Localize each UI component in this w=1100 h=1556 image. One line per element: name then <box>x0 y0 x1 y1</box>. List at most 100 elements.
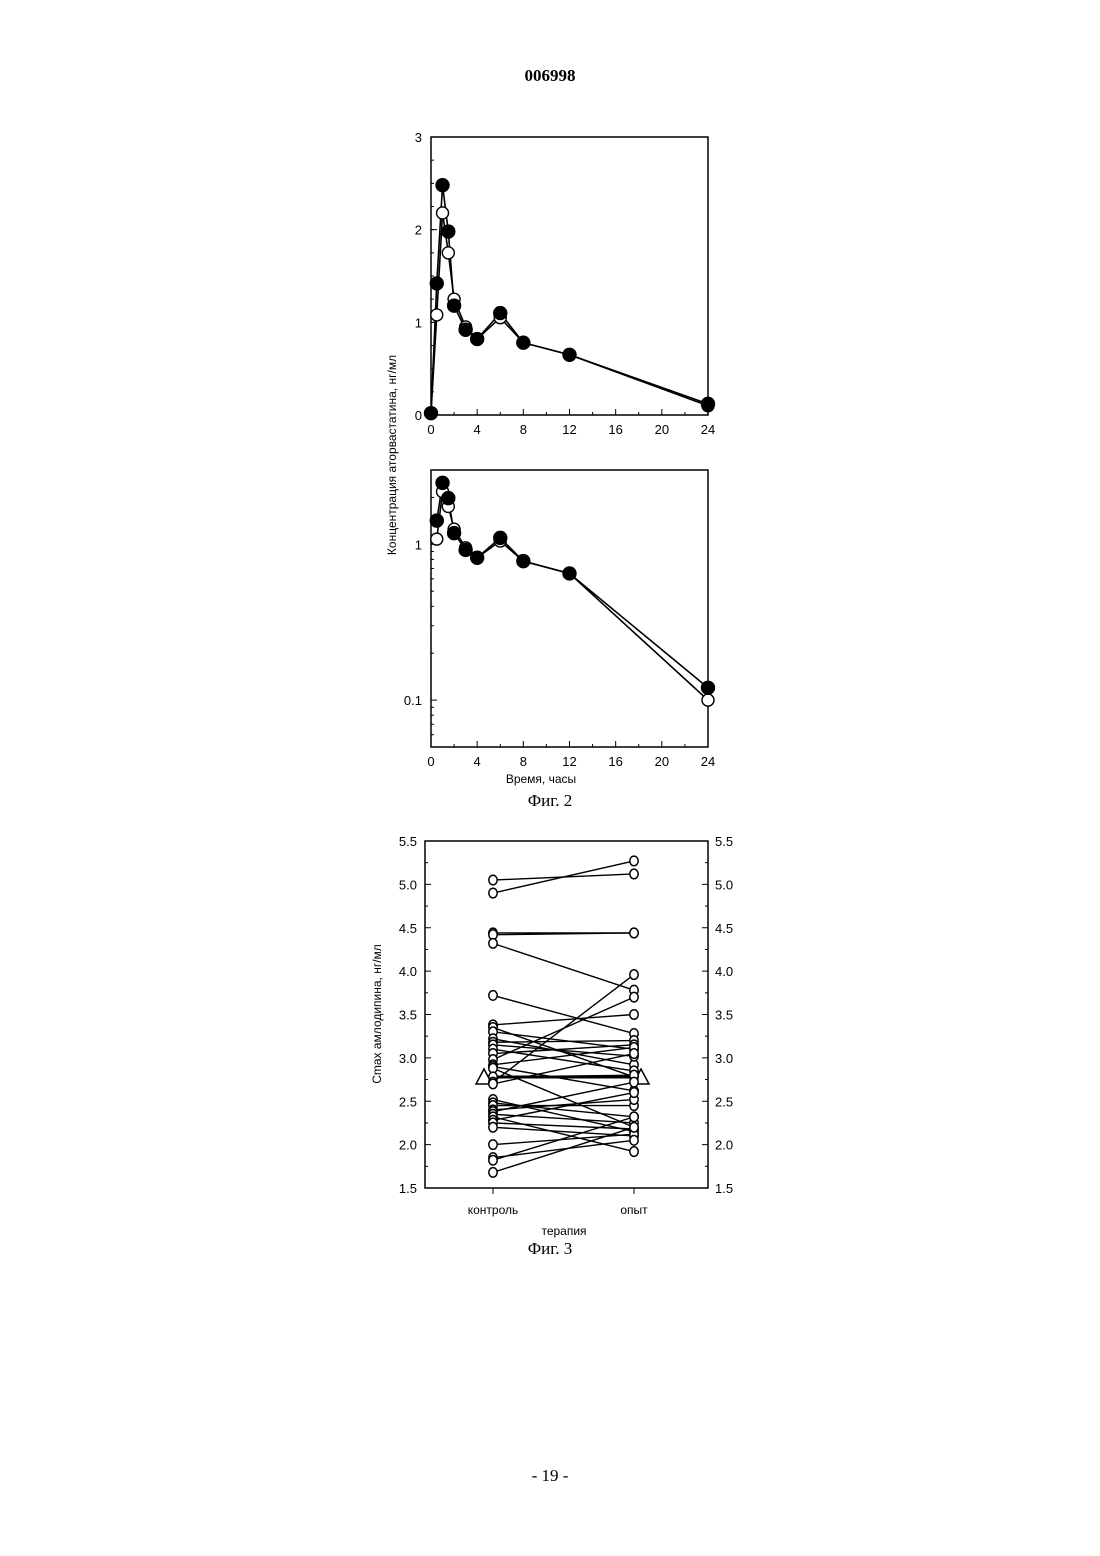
fig2-log-x-tick-label: 24 <box>701 754 715 769</box>
fig2-log-x-tick-label: 4 <box>474 754 481 769</box>
fig2-log-filled-point <box>436 476 449 489</box>
fig3-right-y-tick-label: 3.0 <box>715 1051 733 1066</box>
fig2-linear-filled-point <box>471 333 484 346</box>
fig3-right-y-tick-label: 2.5 <box>715 1094 733 1109</box>
fig2-log-filled-point <box>448 527 461 540</box>
fig2-log-x-tick-label: 16 <box>608 754 622 769</box>
fig2-linear-plot-frame <box>431 137 708 415</box>
fig3-right-y-tick-label: 2.0 <box>715 1138 733 1153</box>
fig3-pair-line <box>493 943 634 990</box>
fig2-linear-y-tick-label: 1 <box>415 315 422 330</box>
fig2-log-open-point <box>702 694 714 706</box>
fig2-linear-chart: 048121620240123 <box>415 130 715 437</box>
fig3-data-point <box>630 970 638 980</box>
fig2-log-filled-point <box>517 555 530 568</box>
fig3-left-y-tick-label: 3.0 <box>399 1051 417 1066</box>
fig2-linear-filled-point <box>448 299 461 312</box>
fig3-right-y-tick-label: 3.5 <box>715 1008 733 1023</box>
fig3-data-point <box>630 1010 638 1020</box>
fig3-data-point <box>489 875 497 885</box>
fig3-chart: 1.5 1.5 2.0 2.0 2.5 2.5 3.0 3.0 3.5 3.5 4.0 4.0 4.5 4… <box>399 834 733 1217</box>
fig3-data-point <box>489 991 497 1001</box>
fig2-log-chart: 048121620240.11 <box>404 470 715 769</box>
fig2-linear-y-tick-label: 3 <box>415 130 422 145</box>
fig2-log-series-line <box>437 492 708 701</box>
fig3-y-axis-label: Cmax амлодипина, нг/мл <box>370 944 384 1084</box>
fig2-linear-y-tick-label: 0 <box>415 408 422 423</box>
fig2-linear-filled-point <box>494 307 507 320</box>
fig2-log-filled-point <box>459 543 472 556</box>
fig3-category-label: опыт <box>620 1203 648 1217</box>
fig2-linear-filled-point <box>702 397 715 410</box>
fig3-left-y-tick-label: 4.5 <box>399 921 417 936</box>
fig3-data-point <box>489 1140 497 1150</box>
fig3-data-point <box>489 1122 497 1132</box>
fig3-left-y-tick-label: 5.5 <box>399 834 417 849</box>
fig3-data-point <box>489 939 497 949</box>
fig2-linear-y-tick-label: 2 <box>415 223 422 238</box>
fig3-data-point <box>489 1155 497 1165</box>
fig2-log-filled-point <box>430 514 443 527</box>
fig2-log-filled-point <box>442 492 455 505</box>
fig2-linear-series-line <box>431 185 708 413</box>
fig2-log-x-tick-label: 8 <box>520 754 527 769</box>
fig3-plot-frame <box>425 841 708 1188</box>
fig2-caption: Фиг. 2 <box>528 791 573 810</box>
fig3-data-point <box>630 1147 638 1157</box>
fig2-log-x-tick-label: 20 <box>655 754 669 769</box>
fig2-linear-filled-point <box>563 348 576 361</box>
fig2-linear-filled-point <box>442 225 455 238</box>
fig3-data-point <box>630 1135 638 1145</box>
fig3-data-point <box>630 1077 638 1087</box>
fig2-linear-filled-point <box>517 336 530 349</box>
fig3-left-y-tick-label: 1.5 <box>399 1181 417 1196</box>
fig3-caption: Фиг. 3 <box>528 1239 573 1258</box>
fig2-y-axis-label: Концентрация аторвастатина, нг/мл <box>385 355 399 555</box>
fig3-right-y-tick-label: 4.5 <box>715 921 733 936</box>
fig3-data-point <box>630 1112 638 1122</box>
fig3-pair-line <box>493 1015 634 1025</box>
fig2-linear-series-line <box>431 213 708 413</box>
fig2-linear-x-tick-label: 16 <box>608 422 622 437</box>
fig2-linear-filled-point <box>425 407 438 420</box>
fig2-x-axis-label: Время, часы <box>506 772 576 786</box>
fig3-left-y-tick-label: 2.0 <box>399 1138 417 1153</box>
fig2-linear-x-tick-label: 8 <box>520 422 527 437</box>
fig3-left-y-tick-label: 4.0 <box>399 964 417 979</box>
fig2-log-filled-point <box>471 551 484 564</box>
fig3-x-axis-label: терапия <box>541 1224 586 1238</box>
fig2-log-series-line <box>437 483 708 688</box>
fig3-data-point <box>630 992 638 1002</box>
fig2-log-plot-frame <box>431 470 708 747</box>
fig2-linear-filled-point <box>436 179 449 192</box>
fig3-pair-line <box>493 861 634 893</box>
fig2-log-x-tick-label: 12 <box>562 754 576 769</box>
fig3-pair-line <box>493 1041 634 1043</box>
fig3-right-y-tick-label: 5.5 <box>715 834 733 849</box>
fig3-right-y-tick-label: 4.0 <box>715 964 733 979</box>
fig2-log-y-tick-label: 1 <box>415 537 422 552</box>
fig3-right-y-tick-label: 5.0 <box>715 877 733 892</box>
fig2-linear-filled-point <box>459 323 472 336</box>
fig3-left-y-tick-label: 5.0 <box>399 877 417 892</box>
fig3-data-point <box>630 1088 638 1098</box>
fig2-linear-open-point <box>437 207 449 219</box>
fig3-data-point <box>489 888 497 898</box>
fig2-log-filled-point <box>702 681 715 694</box>
fig3-data-point <box>630 856 638 866</box>
fig2-log-x-tick-label: 0 <box>427 754 434 769</box>
fig3-left-y-tick-label: 2.5 <box>399 1094 417 1109</box>
fig3-data-point <box>630 1122 638 1132</box>
page-number: - 19 - <box>0 1466 1100 1486</box>
fig2-linear-filled-point <box>430 277 443 290</box>
fig3-data-point <box>630 1049 638 1059</box>
fig2-linear-x-tick-label: 12 <box>562 422 576 437</box>
fig3-data-point <box>630 928 638 938</box>
fig3-right-y-tick-label: 1.5 <box>715 1181 733 1196</box>
fig2-linear-open-point <box>431 309 443 321</box>
fig3-left-y-tick-label: 3.5 <box>399 1008 417 1023</box>
fig3-data-point <box>489 1168 497 1178</box>
fig2-linear-x-tick-label: 24 <box>701 422 715 437</box>
fig2-log-filled-point <box>563 567 576 580</box>
